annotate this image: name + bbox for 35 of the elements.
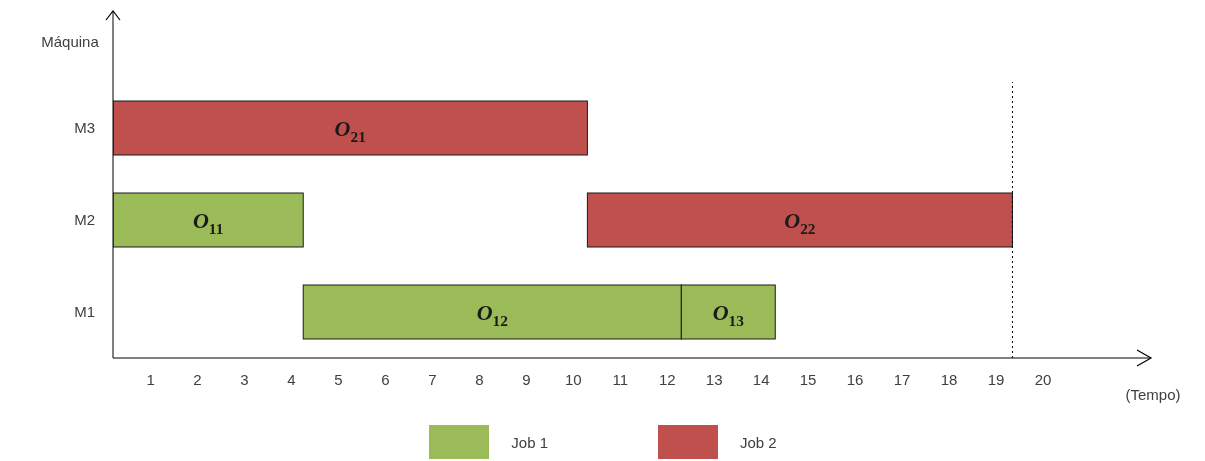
x-tick-label: 19	[987, 370, 1005, 388]
x-tick-label: 7	[428, 370, 437, 388]
annotation: O$_{13}$	[712, 299, 745, 329]
x-tick-label: 17	[893, 370, 911, 388]
x-axis-title: (Tempo)	[1125, 386, 1181, 403]
x-tick-label: 3	[240, 370, 249, 388]
x-tick-label: 14	[752, 370, 770, 388]
x-tick-label: 16	[846, 370, 864, 388]
annotation: O$_{12}$	[476, 299, 509, 329]
x-tick-label: 13	[705, 370, 723, 388]
x-tick-label: 11	[612, 370, 629, 388]
x-tick-label: 12	[658, 370, 676, 388]
annotation: O$_{21}$	[334, 115, 366, 145]
x-tick-label: 5	[334, 370, 343, 388]
x-tick-label: 15	[799, 370, 817, 388]
x-tick-label: 6	[381, 370, 390, 388]
x-tick-label: 4	[287, 370, 296, 388]
y-tick-label: M3	[74, 119, 95, 137]
x-tick-label: 20	[1034, 370, 1052, 388]
annotation: O$_{22}$	[784, 207, 816, 237]
x-tick-label: 8	[475, 370, 484, 388]
legend-label: Job 2	[740, 433, 777, 451]
x-tick-label: 9	[522, 370, 531, 388]
x-tick-label: 1	[146, 370, 155, 388]
bar	[586, 192, 1013, 248]
bar	[113, 192, 304, 248]
x-tick-label: 18	[940, 370, 958, 388]
y-axis-title: Máquina	[41, 33, 100, 50]
y-tick-label: M2	[74, 211, 95, 229]
annotation: O$_{11}$	[192, 207, 224, 237]
legend-label: Job 1	[511, 433, 548, 451]
y-tick-label: M1	[74, 303, 95, 321]
x-tick-label: 10	[564, 370, 582, 388]
x-tick-label: 2	[193, 370, 202, 388]
bar	[113, 100, 588, 156]
